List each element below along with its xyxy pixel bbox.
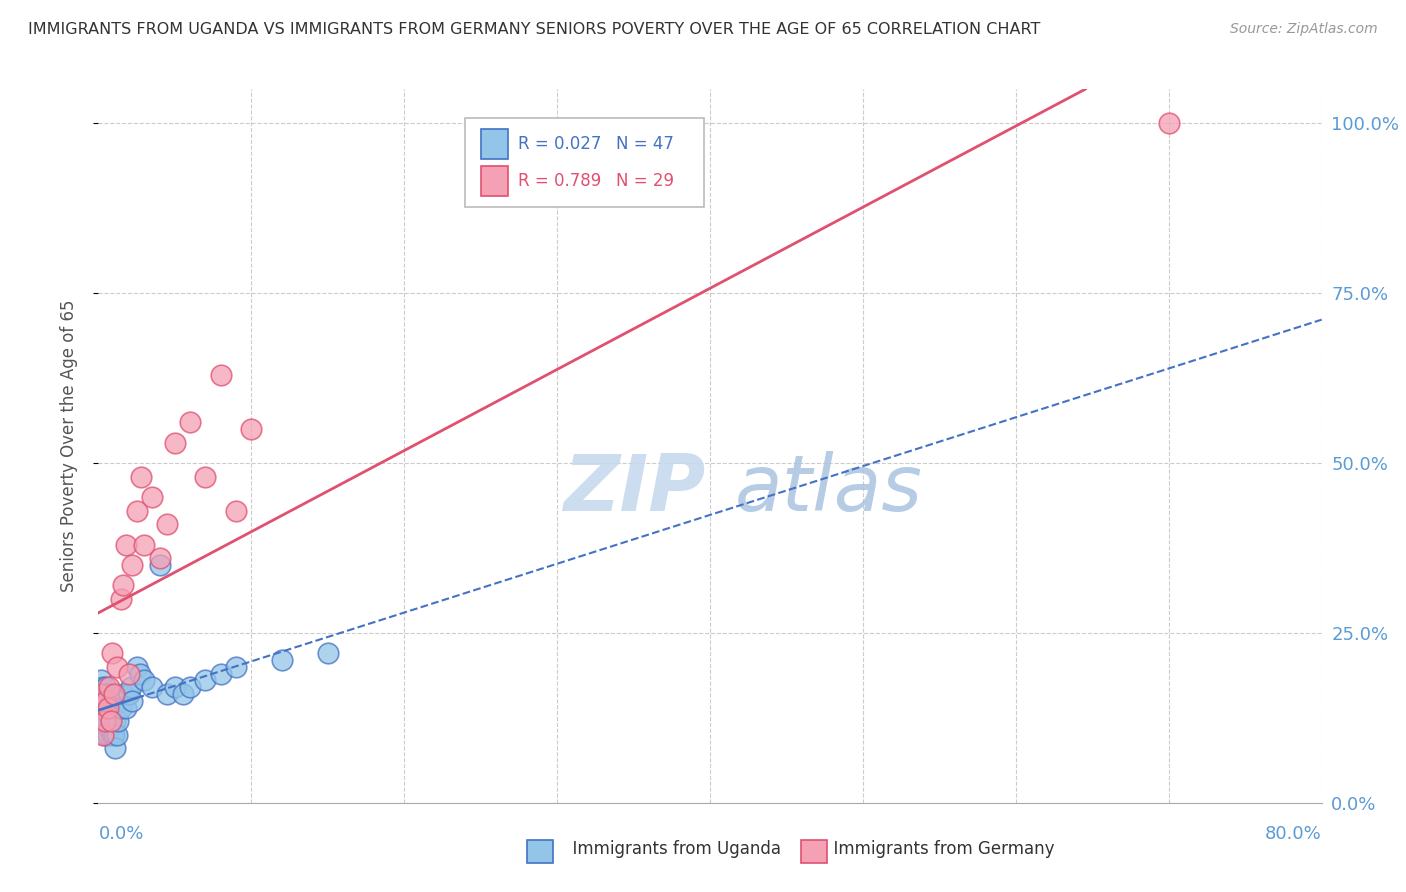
Point bbox=[94, 694, 117, 708]
Point bbox=[91, 694, 114, 708]
Point bbox=[316, 646, 339, 660]
Point bbox=[97, 700, 120, 714]
Point bbox=[103, 700, 125, 714]
Point bbox=[89, 700, 111, 714]
Point bbox=[125, 503, 148, 517]
Text: N = 47: N = 47 bbox=[616, 136, 673, 153]
Text: ZIP: ZIP bbox=[564, 450, 706, 527]
Point bbox=[101, 728, 124, 742]
Point bbox=[115, 537, 138, 551]
Point bbox=[90, 700, 112, 714]
Point bbox=[110, 700, 132, 714]
Point bbox=[149, 551, 172, 566]
Point bbox=[111, 687, 134, 701]
Point bbox=[121, 558, 143, 572]
Point bbox=[115, 700, 138, 714]
Point bbox=[134, 537, 156, 551]
Point bbox=[94, 714, 117, 729]
Text: R = 0.789: R = 0.789 bbox=[517, 171, 602, 189]
Point bbox=[141, 490, 163, 504]
FancyBboxPatch shape bbox=[465, 118, 704, 207]
Point bbox=[103, 687, 125, 701]
Point bbox=[134, 673, 156, 688]
Point bbox=[1157, 116, 1180, 130]
Point bbox=[93, 728, 115, 742]
Point bbox=[118, 687, 141, 701]
Point bbox=[172, 687, 194, 701]
Point bbox=[105, 728, 128, 742]
Point bbox=[141, 680, 163, 694]
Text: atlas: atlas bbox=[734, 450, 922, 527]
Point bbox=[94, 694, 117, 708]
Point bbox=[121, 694, 143, 708]
Point bbox=[90, 673, 112, 688]
Point bbox=[179, 680, 201, 694]
Text: Immigrants from Germany: Immigrants from Germany bbox=[823, 840, 1054, 858]
Point bbox=[100, 714, 122, 729]
Point bbox=[91, 680, 114, 694]
Point bbox=[209, 666, 232, 681]
Text: 0.0%: 0.0% bbox=[98, 825, 143, 843]
Point bbox=[118, 666, 141, 681]
Point bbox=[93, 700, 115, 714]
Point bbox=[194, 469, 217, 483]
Text: IMMIGRANTS FROM UGANDA VS IMMIGRANTS FROM GERMANY SENIORS POVERTY OVER THE AGE O: IMMIGRANTS FROM UGANDA VS IMMIGRANTS FRO… bbox=[28, 22, 1040, 37]
Text: 80.0%: 80.0% bbox=[1265, 825, 1322, 843]
Point bbox=[98, 700, 121, 714]
Y-axis label: Seniors Poverty Over the Age of 65: Seniors Poverty Over the Age of 65 bbox=[59, 300, 77, 592]
Point bbox=[128, 666, 150, 681]
Point bbox=[93, 687, 115, 701]
Point bbox=[163, 680, 186, 694]
Point bbox=[270, 653, 292, 667]
Point bbox=[93, 714, 115, 729]
Point bbox=[111, 578, 134, 592]
Point bbox=[104, 714, 127, 729]
Text: Immigrants from Uganda: Immigrants from Uganda bbox=[562, 840, 782, 858]
Point bbox=[156, 517, 179, 532]
Point bbox=[129, 469, 152, 483]
Point bbox=[97, 687, 120, 701]
Point bbox=[100, 714, 122, 729]
Text: N = 29: N = 29 bbox=[616, 171, 673, 189]
Point bbox=[100, 694, 122, 708]
Point bbox=[103, 728, 125, 742]
Point bbox=[149, 558, 172, 572]
Point bbox=[101, 646, 124, 660]
Text: Source: ZipAtlas.com: Source: ZipAtlas.com bbox=[1230, 22, 1378, 37]
Point bbox=[97, 707, 120, 722]
Point bbox=[104, 741, 127, 756]
Point bbox=[105, 660, 128, 674]
Point bbox=[163, 435, 186, 450]
Point bbox=[94, 680, 117, 694]
Point bbox=[225, 503, 247, 517]
Point bbox=[194, 673, 217, 688]
Point bbox=[98, 680, 121, 694]
Point bbox=[91, 728, 114, 742]
Point bbox=[225, 660, 247, 674]
FancyBboxPatch shape bbox=[481, 129, 508, 159]
Point bbox=[101, 700, 124, 714]
Point bbox=[156, 687, 179, 701]
Point bbox=[209, 368, 232, 382]
Point bbox=[90, 687, 112, 701]
Point bbox=[91, 714, 114, 729]
Text: R = 0.027: R = 0.027 bbox=[517, 136, 602, 153]
Point bbox=[120, 680, 142, 694]
Point bbox=[125, 660, 148, 674]
Point bbox=[107, 714, 129, 729]
Point bbox=[179, 415, 201, 429]
Point bbox=[240, 422, 263, 436]
FancyBboxPatch shape bbox=[481, 166, 508, 195]
Point bbox=[98, 721, 121, 735]
Point bbox=[97, 728, 120, 742]
Point bbox=[110, 591, 132, 606]
Point bbox=[89, 687, 111, 701]
